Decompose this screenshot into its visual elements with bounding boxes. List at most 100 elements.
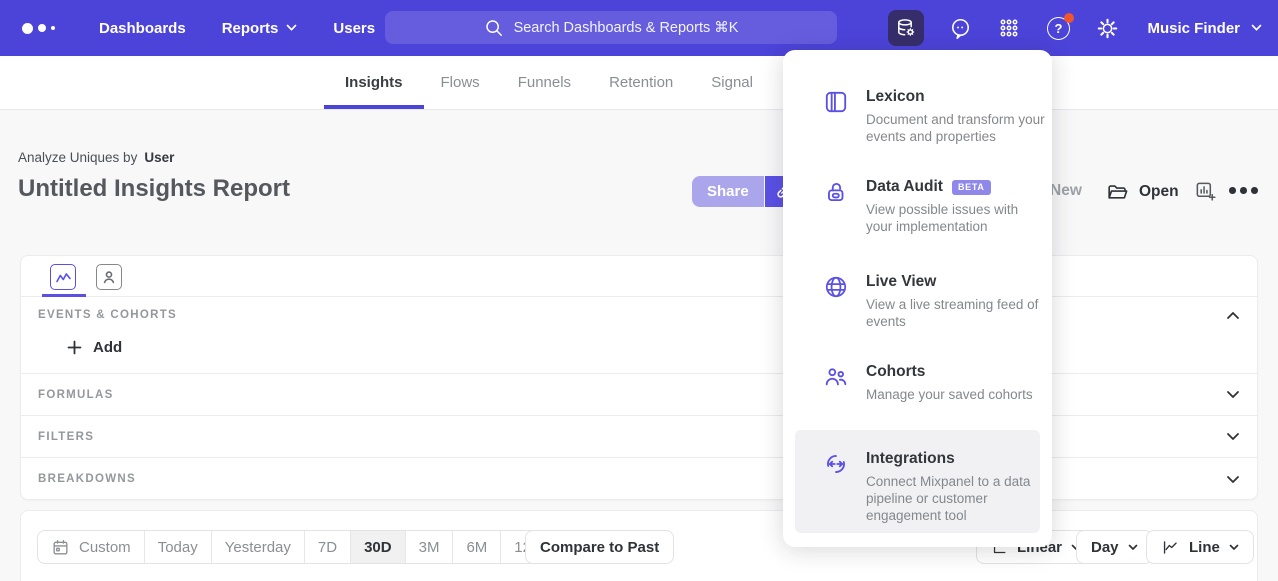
lexicon-book-icon — [825, 91, 847, 113]
chart-toolbar-card: Custom Today Yesterday 7D 30D 3M 6M 12M … — [20, 510, 1258, 581]
interval-label: Day — [1091, 538, 1119, 556]
range-custom[interactable]: Custom — [38, 531, 145, 563]
data-management-popup-menu: Lexicon Document and transform your even… — [783, 50, 1052, 547]
report-title[interactable]: Untitled Insights Report — [18, 175, 290, 202]
chevron-down-icon — [1128, 544, 1137, 550]
section-label: FORMULAS — [38, 388, 114, 401]
data-management-icon[interactable] — [888, 10, 925, 46]
menu-item-title: Data Audit — [866, 178, 943, 195]
menu-item-integrations[interactable]: Integrations Connect Mixpanel to a data … — [795, 430, 1040, 533]
menu-item-live-view[interactable]: Live View View a live streaming feed of … — [795, 263, 1040, 340]
nav-reports[interactable]: Reports — [222, 20, 298, 37]
subtitle-analysis-type[interactable]: User — [144, 150, 175, 165]
nav-users-label: Users — [333, 19, 376, 37]
menu-item-text: Cohorts Manage your saved cohorts — [866, 363, 1046, 403]
range-3m[interactable]: 3M — [406, 531, 454, 563]
calendar-icon — [53, 539, 68, 555]
search-input[interactable]: Search Dashboards & Reports ⌘K — [385, 11, 837, 44]
top-navigation-bar: Dashboards Reports Users Search Dashboar… — [0, 0, 1278, 56]
feedback-bubble-icon[interactable] — [947, 15, 973, 41]
chevron-down-icon — [287, 24, 297, 31]
report-tabbar: Insights Flows Funnels Retention Signal … — [0, 56, 1278, 110]
chart-add-icon — [1196, 182, 1216, 201]
project-name: Music Finder — [1147, 19, 1240, 37]
person-view-tab[interactable] — [96, 264, 122, 290]
menu-item-cohorts[interactable]: Cohorts Manage your saved cohorts — [795, 353, 1040, 413]
nav-users[interactable]: Users — [333, 20, 375, 37]
menu-item-title: Integrations — [866, 450, 955, 467]
builder-view-tabs — [21, 256, 1257, 297]
open-report-button[interactable]: Open — [1106, 177, 1179, 207]
search-icon — [485, 19, 502, 36]
tab-signal[interactable]: Signal — [711, 74, 753, 91]
tab-retention[interactable]: Retention — [609, 74, 674, 91]
project-switcher[interactable]: Music Finder — [1147, 20, 1262, 37]
menu-item-text: Live View View a live streaming feed of … — [866, 273, 1046, 330]
range-today[interactable]: Today — [145, 531, 212, 563]
chevron-down-icon — [1229, 544, 1239, 550]
compare-to-past-button[interactable]: Compare to Past — [525, 530, 675, 564]
add-label: Add — [93, 339, 123, 356]
menu-item-data-audit[interactable]: Data Audit BETA View possible issues wit… — [795, 168, 1040, 245]
folder-icon — [1108, 184, 1128, 199]
menu-item-lexicon[interactable]: Lexicon Document and transform your even… — [795, 78, 1045, 155]
section-formulas[interactable]: FORMULAS — [21, 373, 1257, 415]
range-label: Custom — [79, 538, 131, 556]
tab-insights[interactable]: Insights — [324, 56, 423, 109]
nav-dashboards[interactable]: Dashboards — [99, 20, 186, 37]
interval-dropdown[interactable]: Day — [1076, 530, 1153, 564]
help-question-glyph: ? — [1046, 16, 1070, 40]
nav-reports-label: Reports — [221, 19, 279, 37]
section-filters[interactable]: FILTERS — [21, 415, 1257, 457]
integrations-sync-icon — [827, 455, 845, 473]
topnav-right-icons: ? Music Finder — [888, 0, 1262, 56]
beta-badge: BETA — [951, 179, 991, 195]
person-view-icon — [103, 271, 115, 284]
chevron-down-icon — [1251, 24, 1262, 31]
section-label: EVENTS & COHORTS — [38, 309, 178, 321]
section-breakdowns[interactable]: BREAKDOWNS — [21, 457, 1257, 500]
new-report-button[interactable]: New — [1050, 182, 1082, 199]
more-options-button[interactable] — [1229, 187, 1258, 194]
menu-item-text: Lexicon Document and transform your even… — [866, 88, 1046, 145]
cohorts-people-icon — [825, 368, 847, 386]
apps-grid-icon[interactable] — [996, 15, 1022, 41]
database-gear-icon — [898, 19, 915, 36]
settings-gear-icon[interactable] — [1094, 15, 1120, 41]
gear-icon — [1097, 18, 1118, 38]
range-6m[interactable]: 6M — [453, 531, 502, 563]
report-subtitle: Analyze Uniques by User — [18, 150, 174, 165]
menu-item-description: View possible issues with your implement… — [866, 202, 1019, 234]
range-yesterday[interactable]: Yesterday — [212, 531, 305, 563]
menu-item-description: Manage your saved cohorts — [866, 387, 1033, 402]
speech-bubble-icon — [951, 18, 969, 39]
chevron-up-icon[interactable] — [1226, 311, 1240, 320]
notification-dot — [1064, 13, 1075, 23]
tab-flows[interactable]: Flows — [440, 74, 480, 91]
line-chart-icon — [1163, 540, 1177, 554]
menu-item-title: Cohorts — [866, 363, 926, 380]
query-builder-card: EVENTS & COHORTS Add FORMULAS FILTERS BR… — [20, 255, 1258, 500]
chevron-down-icon[interactable] — [1226, 390, 1240, 399]
chevron-down-icon[interactable] — [1226, 475, 1240, 484]
add-to-dashboard-button[interactable] — [1194, 180, 1217, 203]
add-event-button[interactable]: Add — [67, 339, 122, 356]
help-icon[interactable]: ? — [1045, 13, 1075, 41]
range-30d[interactable]: 30D — [351, 531, 406, 563]
data-audit-lock-icon — [828, 182, 844, 202]
section-events-cohorts[interactable]: EVENTS & COHORTS — [21, 298, 1257, 332]
menu-item-text: Integrations Connect Mixpanel to a data … — [866, 450, 1046, 524]
range-7d[interactable]: 7D — [305, 531, 352, 563]
chevron-down-icon[interactable] — [1226, 432, 1240, 441]
menu-item-description: Document and transform your events and p… — [866, 112, 1045, 144]
share-button[interactable]: Share — [692, 176, 764, 207]
section-label: FILTERS — [38, 430, 95, 443]
menu-item-description: Connect Mixpanel to a data pipeline or c… — [866, 474, 1031, 523]
menu-item-title: Live View — [866, 273, 937, 290]
mixpanel-dots-logo[interactable] — [22, 22, 55, 34]
chart-view-tab[interactable] — [50, 264, 76, 290]
chart-type-dropdown[interactable]: Line — [1146, 530, 1254, 564]
report-tabs: Insights Flows Funnels Retention Signal … — [324, 56, 836, 109]
tab-funnels[interactable]: Funnels — [517, 74, 572, 91]
menu-item-description: View a live streaming feed of events — [866, 297, 1039, 329]
